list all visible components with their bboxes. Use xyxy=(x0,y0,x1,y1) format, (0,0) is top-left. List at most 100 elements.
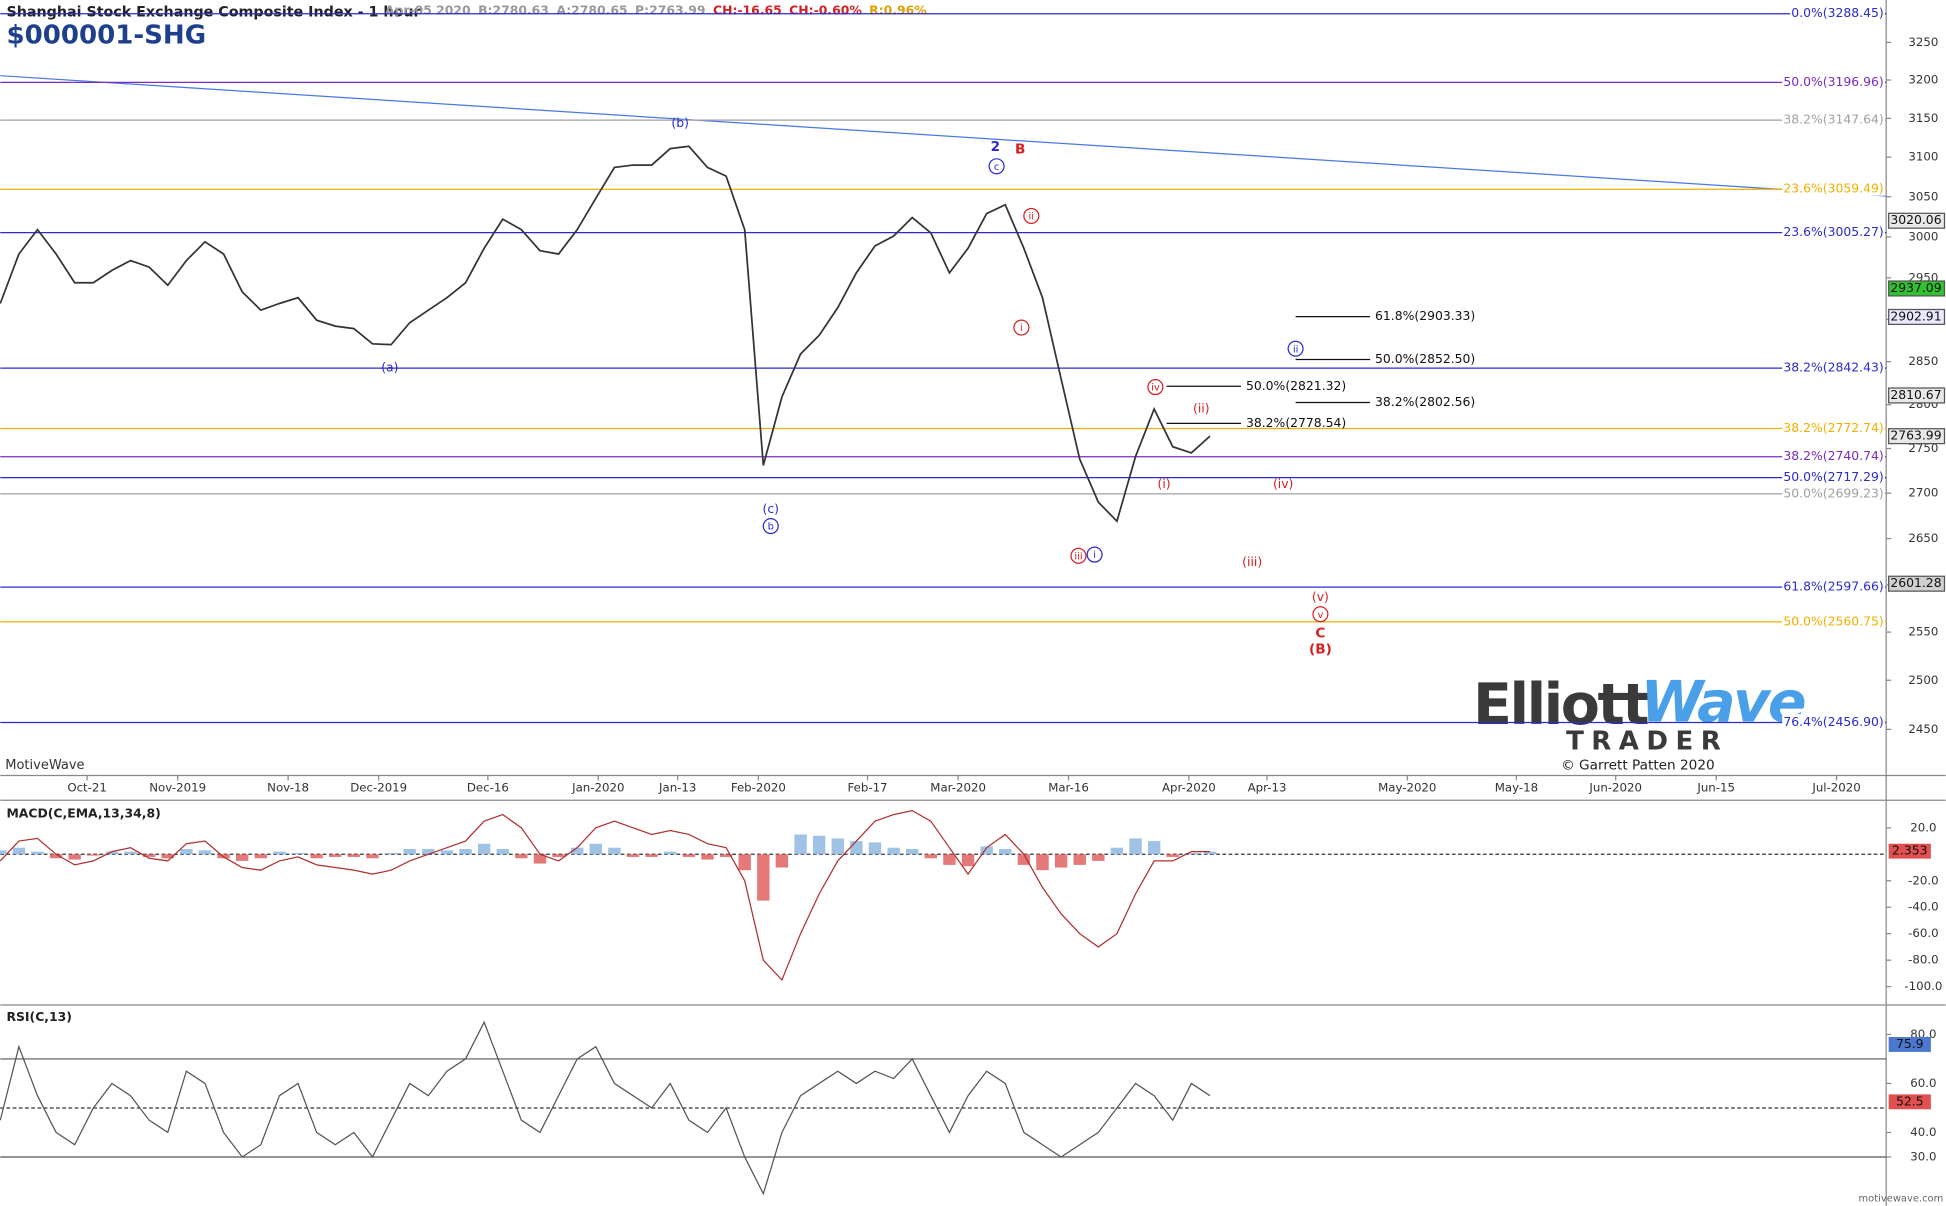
histogram-bar xyxy=(701,854,714,860)
fib-label: 0.0%(3288.45) xyxy=(1791,5,1883,20)
y-tick-label: -20.0 xyxy=(1908,873,1938,887)
logo-left: Elliott xyxy=(1473,672,1648,738)
histogram-bar xyxy=(812,835,826,855)
target-label: 38.2%(2802.56) xyxy=(1375,394,1475,409)
quote-item: Apr-05 2020 xyxy=(385,3,471,18)
histogram-bar xyxy=(961,854,975,867)
wave-label: (a) xyxy=(381,359,398,374)
wave-circle xyxy=(1147,379,1164,396)
x-tick-label: May-2020 xyxy=(1378,780,1436,794)
histogram-bar xyxy=(1073,854,1086,865)
fib-label-bg xyxy=(1782,714,1885,730)
quote-item: R:0.96% xyxy=(869,3,927,18)
x-tick-label: Apr-13 xyxy=(1248,780,1287,794)
histogram-bar xyxy=(161,854,174,859)
target-label: 50.0%(2821.32) xyxy=(1246,378,1346,393)
fib-label-bg xyxy=(1782,613,1885,629)
y-tick-label: -80.0 xyxy=(1908,953,1938,967)
price-tag xyxy=(1888,308,1946,325)
histogram-bar xyxy=(403,848,416,855)
histogram-bar xyxy=(496,848,509,855)
histogram-bar xyxy=(31,851,44,855)
price-tag xyxy=(1888,428,1946,445)
fib-label: 38.2%(2842.43) xyxy=(1783,360,1883,375)
histogram-bar xyxy=(868,842,882,855)
wave-circle xyxy=(1287,340,1304,357)
series-line xyxy=(0,809,1210,982)
wave-label: ii xyxy=(1293,344,1299,355)
histogram-bar xyxy=(198,850,212,855)
logo: Elliott Wave TRADER © Garrett Patten 202… xyxy=(1473,670,1807,774)
histogram-bar xyxy=(477,843,491,855)
wave-label: B xyxy=(1015,142,1025,158)
wave-label: (B) xyxy=(1309,642,1332,658)
price-tag xyxy=(1888,212,1946,229)
y-tick-label: -100.0 xyxy=(1904,979,1942,993)
target-label: 61.8%(2903.33) xyxy=(1375,308,1475,323)
x-tick-label: Jan-13 xyxy=(658,780,696,794)
fib-label-bg xyxy=(1782,359,1885,375)
price-tag-label: 2937.09 xyxy=(1890,280,1941,295)
fib-label: 50.0%(2699.23) xyxy=(1783,485,1883,500)
x-tick-label: May-18 xyxy=(1495,780,1538,794)
wave-circle xyxy=(1013,319,1030,336)
trend-line xyxy=(0,75,1887,197)
histogram-bar xyxy=(738,854,751,871)
wave-label: (ii) xyxy=(1193,400,1210,415)
symbol: $000001-SHG xyxy=(6,20,206,50)
x-tick-label: Jan-2020 xyxy=(571,780,624,794)
wave-label: i xyxy=(1020,323,1023,334)
histogram-bar xyxy=(1110,847,1124,855)
quote-item: A:2780.65 xyxy=(556,3,627,18)
x-tick-label: Jun-15 xyxy=(1696,780,1735,794)
histogram-bar xyxy=(515,854,528,859)
fib-label: 76.4%(2456.90) xyxy=(1783,714,1883,729)
x-tick-label: Jul-2020 xyxy=(1811,780,1860,794)
fib-label-bg xyxy=(1782,73,1885,89)
price-tag-label: 2763.99 xyxy=(1890,428,1941,443)
fib-label-bg xyxy=(1782,224,1885,240)
histogram-bar xyxy=(1129,838,1142,855)
wave-label: iii xyxy=(1074,551,1082,562)
histogram-bar xyxy=(366,854,379,859)
fib-label: 38.2%(2740.74) xyxy=(1783,448,1883,463)
histogram-bar xyxy=(533,854,547,864)
wave-label: ii xyxy=(1029,212,1035,223)
y-tick-label: 3100 xyxy=(1908,150,1938,164)
histogram-bar xyxy=(236,854,249,861)
wave-label: (b) xyxy=(671,115,689,130)
histogram-bar xyxy=(12,847,26,855)
x-tick-label: Feb-17 xyxy=(848,780,888,794)
fib-label-bg xyxy=(1782,469,1885,485)
histogram-bar xyxy=(49,854,63,859)
series-line xyxy=(0,1020,1211,1196)
chart-title: Shanghai Stock Exchange Composite Index … xyxy=(6,4,420,20)
value-tag-label: 2.353 xyxy=(1892,843,1927,858)
x-tick-label: Mar-2020 xyxy=(930,780,986,794)
x-tick-label: Mar-16 xyxy=(1048,780,1089,794)
logo-sub: TRADER xyxy=(1566,726,1728,756)
histogram-bar xyxy=(664,851,677,855)
histogram-bar xyxy=(1036,854,1049,871)
value-tag-label: 75.9 xyxy=(1896,1036,1924,1051)
price-tag-label: 2810.67 xyxy=(1890,387,1941,402)
source-label: MotiveWave xyxy=(5,758,84,773)
wave-circle xyxy=(1023,207,1040,224)
y-tick-label: -40.0 xyxy=(1908,900,1938,914)
wave-label: (iii) xyxy=(1242,554,1262,569)
fib-label-bg xyxy=(1782,419,1885,435)
fib-label-bg xyxy=(1782,485,1885,501)
histogram-bar xyxy=(440,850,454,855)
logo-right: Wave xyxy=(1641,670,1805,736)
histogram-bar xyxy=(459,848,472,855)
quote-item: CH:-0.60% xyxy=(789,3,862,18)
histogram-bar xyxy=(1185,852,1198,855)
histogram-bar xyxy=(1017,854,1031,865)
y-tick-label: 30.0 xyxy=(1910,1149,1936,1163)
x-tick-label: Nov-18 xyxy=(267,780,309,794)
x-tick-label: Nov-2019 xyxy=(149,780,206,794)
fib-label: 50.0%(2560.75) xyxy=(1783,613,1883,628)
price-tag-label: 2902.91 xyxy=(1890,308,1941,323)
histogram-bar xyxy=(347,854,361,857)
